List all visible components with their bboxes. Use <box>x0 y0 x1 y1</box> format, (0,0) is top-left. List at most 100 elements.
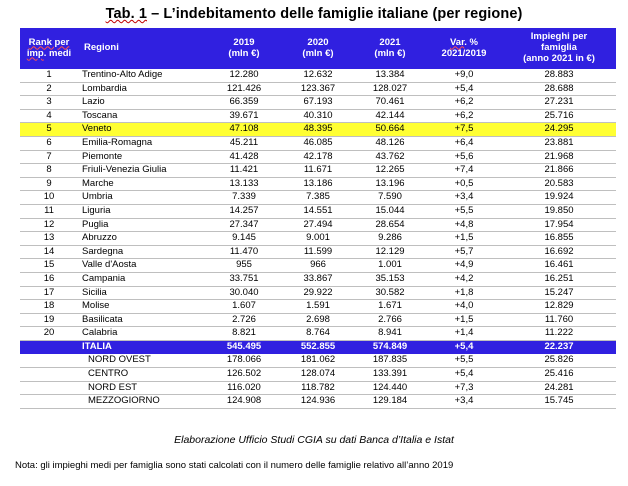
header-var: Var. % 2021/2019 <box>426 28 502 69</box>
impieghi-cell: 25.716 <box>502 109 616 124</box>
macro-2021-cell: 187.835 <box>354 353 426 369</box>
value-2019-cell: 9.145 <box>206 231 282 246</box>
value-2020-cell: 966 <box>282 258 354 273</box>
region-cell: Emilia-Romagna <box>78 136 206 151</box>
value-2021-cell: 13.384 <box>354 68 426 83</box>
table-row: 8 Friuli-Venezia Giulia 11.421 11.671 12.265… <box>20 163 616 178</box>
region-cell: Veneto <box>78 122 206 137</box>
value-2021-cell: 28.654 <box>354 218 426 233</box>
header-rank-line2a: imp <box>26 47 44 59</box>
rank-cell: 2 <box>20 82 78 97</box>
region-cell: Sardegna <box>78 245 206 260</box>
macro-region-cell: NORD OVEST <box>78 353 206 369</box>
header-2020-year: 2020 <box>307 36 329 48</box>
rank-cell: 7 <box>20 150 78 165</box>
value-2019-cell: 47.108 <box>206 122 282 137</box>
header-2019-year: 2019 <box>233 36 255 48</box>
value-2020-cell: 1.591 <box>282 299 354 314</box>
value-2019-cell: 33.751 <box>206 272 282 287</box>
macro-impieghi-cell: 15.745 <box>502 394 616 409</box>
footnote: Nota: gli impieghi medi per famiglia son… <box>15 460 454 471</box>
header-2019: 2019 (mln €) <box>206 28 282 69</box>
variation-cell: +5,5 <box>426 204 502 219</box>
table-row: 3 Lazio 66.359 67.193 70.461 +6,2 27.231 <box>20 95 616 110</box>
macro-2019-cell: 126.502 <box>206 367 282 382</box>
value-2021-cell: 128.027 <box>354 82 426 97</box>
macro-region-cell: NORD EST <box>78 381 206 396</box>
macro-impieghi-cell: 25.416 <box>502 367 616 382</box>
variation-cell: +7,4 <box>426 163 502 178</box>
header-var-a: Var <box>449 36 465 48</box>
macro-rank-cell <box>20 394 78 409</box>
value-2021-cell: 50.664 <box>354 122 426 137</box>
variation-cell: +5,7 <box>426 245 502 260</box>
rank-cell: 12 <box>20 218 78 233</box>
region-cell: Umbria <box>78 190 206 205</box>
header-rank-line1: Rank per <box>28 36 70 48</box>
value-2019-cell: 121.426 <box>206 82 282 97</box>
value-2021-cell: 43.762 <box>354 150 426 165</box>
rank-cell: 13 <box>20 231 78 246</box>
macro-rank-cell <box>20 353 78 369</box>
rank-cell: 9 <box>20 177 78 192</box>
value-2019-cell: 955 <box>206 258 282 273</box>
region-cell: Piemonte <box>78 150 206 165</box>
impieghi-cell: 16.692 <box>502 245 616 260</box>
header-rank: Rank per imp. medi <box>20 28 78 69</box>
value-2019-cell: 2.726 <box>206 313 282 328</box>
header-2021-unit: (mln €) <box>374 47 406 59</box>
table-row: 13 Abruzzo 9.145 9.001 9.286 +1,5 16.855 <box>20 231 616 246</box>
macro-2020-cell: 128.074 <box>282 367 354 382</box>
region-cell: Valle d'Aosta <box>78 258 206 273</box>
impieghi-cell: 28.688 <box>502 82 616 97</box>
macro-2019-cell: 178.066 <box>206 353 282 369</box>
value-2020-cell: 67.193 <box>282 95 354 110</box>
impieghi-cell: 16.855 <box>502 231 616 246</box>
value-2021-cell: 48.126 <box>354 136 426 151</box>
rank-cell: 14 <box>20 245 78 260</box>
value-2021-cell: 70.461 <box>354 95 426 110</box>
macro-region-cell: MEZZOGIORNO <box>78 394 206 409</box>
header-rank-line2b: . medi <box>43 47 72 59</box>
macro-2019-cell: 124.908 <box>206 394 282 409</box>
table-row: 15 Valle d'Aosta 955 966 1.001 +4,9 16.461 <box>20 258 616 273</box>
rank-cell: 18 <box>20 299 78 314</box>
variation-cell: +4,0 <box>426 299 502 314</box>
table-row: 7 Piemonte 41.428 42.178 43.762 +5,6 21.968 <box>20 150 616 165</box>
variation-cell: +4,9 <box>426 258 502 273</box>
table-row: 19 Basilicata 2.726 2.698 2.766 +1,5 11.760 <box>20 313 616 328</box>
macro-rank-cell <box>20 381 78 396</box>
rank-cell: 3 <box>20 95 78 110</box>
variation-cell: +7,5 <box>426 122 502 137</box>
value-2019-cell: 14.257 <box>206 204 282 219</box>
region-cell: Molise <box>78 299 206 314</box>
value-2020-cell: 29.922 <box>282 286 354 301</box>
value-2020-cell: 11.599 <box>282 245 354 260</box>
variation-cell: +6,2 <box>426 109 502 124</box>
rank-cell: 6 <box>20 136 78 151</box>
region-cell: Abruzzo <box>78 231 206 246</box>
variation-cell: +4,8 <box>426 218 502 233</box>
title-tab-label: Tab. 1 <box>105 6 147 22</box>
value-2020-cell: 2.698 <box>282 313 354 328</box>
total-region-cell: ITALIA <box>78 340 206 355</box>
table-row: 17 Sicilia 30.040 29.922 30.582 +1,8 15.247 <box>20 286 616 301</box>
header-imp-line3: (anno 2021 in €) <box>523 53 595 64</box>
value-2021-cell: 8.941 <box>354 326 426 341</box>
value-2019-cell: 11.470 <box>206 245 282 260</box>
impieghi-cell: 16.251 <box>502 272 616 287</box>
value-2021-cell: 12.129 <box>354 245 426 260</box>
value-2020-cell: 123.367 <box>282 82 354 97</box>
value-2019-cell: 45.211 <box>206 136 282 151</box>
table-row-highlighted: 5 Veneto 47.108 48.395 50.664 +7,5 24.295 <box>20 122 616 137</box>
impieghi-cell: 15.247 <box>502 286 616 301</box>
macro-area-row: CENTRO 126.502 128.074 133.391 +5,4 25.416 <box>20 367 616 382</box>
table-row: 9 Marche 13.133 13.186 13.196 +0,5 20.583 <box>20 177 616 192</box>
value-2020-cell: 33.867 <box>282 272 354 287</box>
impieghi-cell: 11.760 <box>502 313 616 328</box>
impieghi-cell: 19.924 <box>502 190 616 205</box>
value-2021-cell: 7.590 <box>354 190 426 205</box>
header-regioni: Regioni <box>78 28 206 69</box>
table-row: 12 Puglia 27.347 27.494 28.654 +4,8 17.954 <box>20 218 616 233</box>
table-row: 1 Trentino-Alto Adige 12.280 12.632 13.384 +9… <box>20 68 616 83</box>
